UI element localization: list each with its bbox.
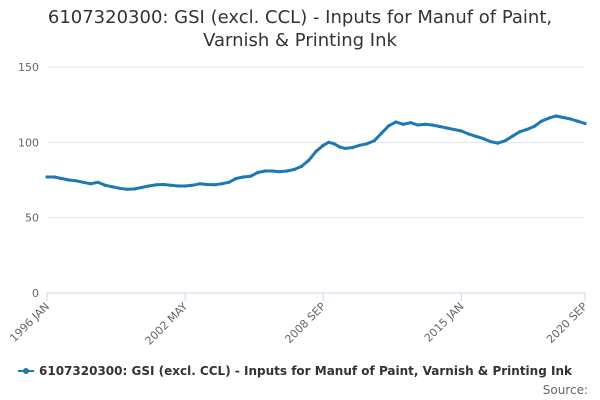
data-point — [132, 187, 136, 191]
data-point — [327, 140, 331, 144]
x-tick-label: 2020 SEP — [544, 300, 590, 346]
data-point — [394, 120, 398, 124]
data-point — [299, 164, 304, 168]
data-point — [89, 182, 93, 186]
data-point — [401, 122, 405, 126]
data-point — [474, 134, 478, 138]
y-axis: 0 50 100 150 — [18, 61, 39, 300]
data-point — [314, 149, 318, 153]
x-tick-label: 2015 JAN — [422, 300, 467, 345]
data-point — [118, 186, 122, 190]
data-point — [379, 131, 383, 135]
chart-title: 6107320300: GSI (excl. CCL) - Inputs for… — [0, 6, 600, 52]
data-point — [423, 122, 427, 126]
data-point — [263, 169, 267, 173]
chart-title-line-2: Varnish & Printing Ink — [203, 30, 397, 51]
data-point — [110, 185, 114, 189]
data-point — [74, 179, 78, 183]
x-tick-label: 2008 SEP — [282, 300, 328, 346]
data-point — [67, 178, 71, 182]
legend-line-marker-icon — [18, 366, 34, 376]
legend[interactable]: 6107320300: GSI (excl. CCL) - Inputs for… — [18, 364, 572, 378]
data-point — [103, 183, 107, 187]
data-point — [154, 183, 158, 187]
data-point — [568, 117, 573, 121]
data-point — [307, 158, 311, 162]
data-point — [292, 167, 296, 172]
legend-item-label: 6107320300: GSI (excl. CCL) - Inputs for… — [39, 364, 572, 378]
data-point — [358, 143, 362, 147]
data-point — [285, 169, 289, 173]
data-point — [488, 140, 493, 144]
data-point — [525, 127, 529, 132]
data-point — [503, 139, 507, 143]
data-point — [96, 180, 100, 184]
data-point — [554, 114, 558, 118]
data-point — [416, 123, 420, 127]
data-point — [52, 175, 56, 179]
data-point — [532, 124, 536, 129]
data-point — [408, 121, 413, 125]
data-point — [205, 182, 209, 187]
data-point — [547, 116, 551, 120]
x-axis: 1996 JAN 2002 MAY 2008 SEP 2015 JAN 2020 SEP — [7, 292, 590, 348]
data-point — [45, 175, 49, 179]
data-point — [81, 180, 85, 184]
x-tick-label: 1996 JAN — [7, 300, 52, 345]
data-point — [481, 137, 485, 141]
data-point — [467, 132, 471, 136]
data-point — [169, 183, 173, 187]
data-point — [338, 145, 342, 149]
data-point — [59, 176, 64, 181]
series-layer — [45, 114, 587, 191]
data-point — [176, 184, 180, 188]
data-point — [270, 169, 274, 173]
data-point — [583, 121, 587, 126]
x-tick-label: 2002 MAY — [143, 300, 191, 348]
data-point — [561, 115, 565, 120]
data-point — [249, 174, 253, 178]
data-point — [332, 142, 336, 146]
y-tick-label: 100 — [18, 136, 39, 149]
data-point — [234, 176, 238, 181]
data-point — [212, 183, 216, 187]
data-point — [510, 134, 514, 138]
data-point — [198, 182, 202, 186]
data-point — [278, 170, 282, 174]
data-point — [183, 184, 187, 188]
data-point — [372, 139, 376, 143]
data-point — [139, 185, 144, 190]
data-point — [452, 127, 456, 132]
data-point — [227, 180, 231, 184]
data-point — [321, 143, 325, 147]
data-point — [387, 124, 391, 128]
data-point — [125, 187, 129, 191]
data-point — [241, 175, 245, 179]
data-point — [459, 129, 463, 133]
data-point — [219, 182, 224, 186]
y-tick-label: 0 — [32, 287, 39, 300]
data-point — [430, 123, 434, 127]
data-point — [350, 146, 354, 150]
data-point — [343, 146, 347, 150]
source-label: Source: — [542, 383, 588, 397]
y-tick-label: 50 — [25, 212, 39, 225]
data-point — [576, 119, 580, 123]
chart-title-line-1: 6107320300: GSI (excl. CCL) - Inputs for… — [47, 7, 553, 28]
series-line — [45, 114, 587, 191]
data-point — [190, 183, 194, 187]
y-tick-label: 150 — [18, 61, 39, 74]
data-point — [161, 182, 165, 187]
data-point — [438, 124, 442, 129]
data-point — [496, 141, 500, 145]
data-point — [518, 130, 522, 134]
data-point — [445, 126, 449, 130]
data-point — [365, 142, 369, 146]
data-point — [539, 119, 544, 123]
data-point — [256, 170, 260, 175]
data-point — [147, 184, 151, 188]
